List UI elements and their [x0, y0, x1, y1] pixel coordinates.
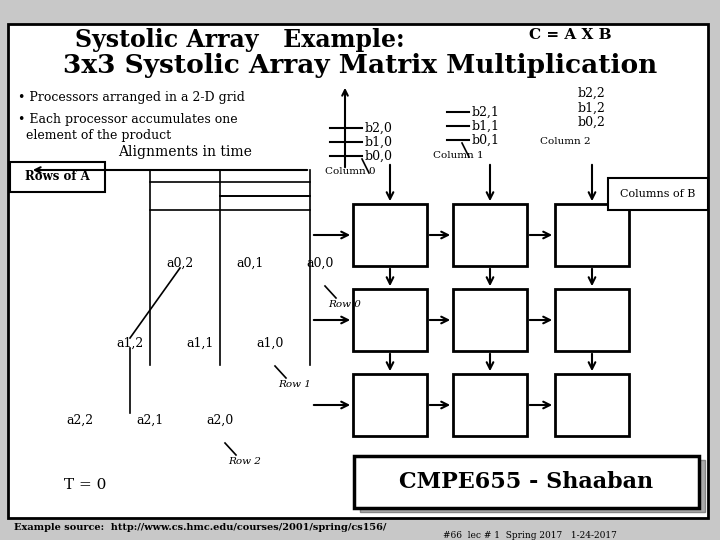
Text: Systolic Array   Example:: Systolic Array Example: [75, 28, 405, 52]
Bar [453, 289, 527, 351]
Text: b0,1: b0,1 [472, 133, 500, 146]
Text: b0,2: b0,2 [578, 116, 606, 129]
Text: Rows of A: Rows of A [24, 171, 89, 184]
Text: Column 1: Column 1 [433, 152, 483, 160]
Text: a0,1: a0,1 [236, 256, 264, 269]
Bar [354, 456, 699, 508]
Text: T = 0: T = 0 [64, 478, 106, 492]
Text: a1,1: a1,1 [186, 336, 214, 349]
Text: a2,1: a2,1 [136, 414, 163, 427]
Text: b0,0: b0,0 [365, 150, 393, 163]
Text: Example source:  http://www.cs.hmc.edu/courses/2001/spring/cs156/: Example source: http://www.cs.hmc.edu/co… [14, 523, 387, 532]
Text: Column 0: Column 0 [325, 167, 375, 177]
Text: a0,2: a0,2 [166, 256, 194, 269]
Text: a0,0: a0,0 [306, 256, 333, 269]
Text: b1,2: b1,2 [578, 102, 606, 114]
Text: 3x3 Systolic Array Matrix Multiplication: 3x3 Systolic Array Matrix Multiplication [63, 53, 657, 78]
Text: Row 1: Row 1 [278, 380, 311, 389]
Text: CMPE655 - Shaaban: CMPE655 - Shaaban [399, 471, 653, 493]
Bar [10, 162, 105, 192]
Text: a2,0: a2,0 [207, 414, 233, 427]
Bar [555, 374, 629, 436]
Text: Columns of B: Columns of B [621, 189, 696, 199]
Text: b2,0: b2,0 [365, 122, 393, 134]
Text: a2,2: a2,2 [66, 414, 94, 427]
Text: a1,2: a1,2 [117, 336, 143, 349]
Bar [353, 374, 427, 436]
Text: Column 2: Column 2 [540, 138, 590, 146]
Text: Alignments in time: Alignments in time [118, 145, 252, 159]
Bar [360, 460, 705, 512]
Text: element of the product: element of the product [18, 129, 171, 141]
Bar [353, 204, 427, 266]
Text: Row 0: Row 0 [328, 300, 361, 309]
Text: a1,0: a1,0 [256, 336, 284, 349]
Text: Row 2: Row 2 [228, 457, 261, 466]
Bar [453, 374, 527, 436]
Text: C = A X B: C = A X B [528, 28, 611, 42]
Text: • Each processor accumulates one: • Each processor accumulates one [18, 113, 238, 126]
Text: b2,1: b2,1 [472, 105, 500, 118]
Bar [353, 289, 427, 351]
Bar [555, 204, 629, 266]
Bar [555, 289, 629, 351]
Text: b1,1: b1,1 [472, 119, 500, 132]
Bar [608, 178, 708, 210]
Bar [453, 204, 527, 266]
Text: • Processors arranged in a 2-D grid: • Processors arranged in a 2-D grid [18, 91, 245, 105]
Text: b1,0: b1,0 [365, 136, 393, 148]
Text: b2,2: b2,2 [578, 86, 606, 99]
Text: #66  lec # 1  Spring 2017   1-24-2017: #66 lec # 1 Spring 2017 1-24-2017 [443, 530, 617, 539]
